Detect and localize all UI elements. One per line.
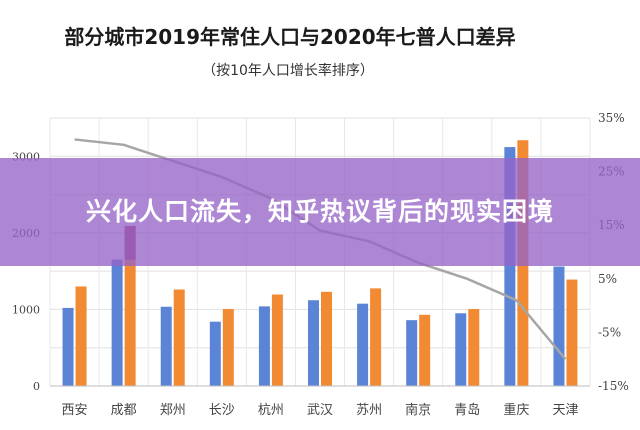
y-right-tick-label: 5% (598, 272, 617, 286)
chart-title: 部分城市2019年常住人口与2020年七普人口差异 (64, 25, 515, 49)
x-category-label: 苏州 (356, 402, 382, 418)
x-category-label: 西安 (62, 403, 88, 418)
x-category-label: 青岛 (454, 402, 480, 418)
bar (566, 279, 578, 386)
headline-text: 兴化人口流失，知乎热议背后的现实困境 (85, 197, 554, 226)
bar (370, 288, 382, 386)
y-left-tick-label: 1000 (12, 303, 40, 316)
headline-banner: 兴化人口流失，知乎热议背后的现实困境 (0, 158, 640, 266)
x-category-label: 武汉 (307, 403, 333, 418)
bar (62, 307, 74, 386)
x-category-label: 成都 (111, 403, 137, 418)
bar (504, 147, 516, 386)
bar (406, 320, 418, 386)
bar (553, 266, 565, 386)
bar (321, 291, 332, 386)
bar (75, 286, 87, 386)
bar (124, 225, 136, 386)
x-category-label: 长沙 (209, 403, 235, 418)
bar (308, 300, 319, 386)
x-category-label: 天津 (552, 403, 578, 418)
bar (209, 321, 221, 386)
x-category-label: 南京 (405, 402, 431, 418)
y-right-tick-label: -5% (598, 325, 621, 339)
bar (455, 313, 467, 386)
bar (271, 294, 283, 386)
bar (222, 309, 234, 386)
x-category-label: 郑州 (160, 403, 186, 418)
bar (468, 309, 480, 386)
bar (357, 303, 369, 386)
y-left-tick-label: 0 (33, 380, 40, 393)
bar (258, 306, 270, 386)
bar (111, 259, 123, 386)
bar (173, 289, 185, 386)
bar (160, 306, 172, 386)
chart-subtitle: （按10年人口增长率排序） (202, 62, 374, 79)
y-right-tick-label: 35% (598, 111, 625, 125)
y-right-tick-label: -15% (598, 379, 629, 393)
x-category-label: 杭州 (258, 403, 284, 418)
bar (419, 314, 431, 386)
x-category-label: 重庆 (503, 402, 529, 418)
